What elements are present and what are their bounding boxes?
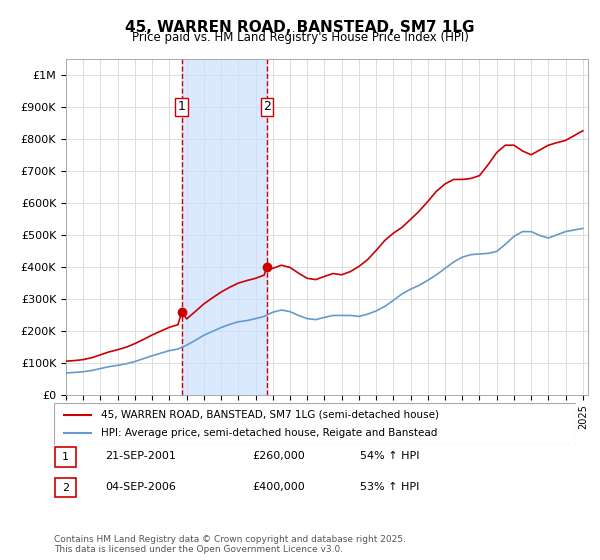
Text: 2: 2 [62,483,69,493]
FancyBboxPatch shape [55,478,76,497]
Text: 1: 1 [178,100,186,113]
Text: 2: 2 [263,100,271,113]
Bar [182,59,267,395]
Text: 45, WARREN ROAD, BANSTEAD, SM7 1LG (semi-detached house): 45, WARREN ROAD, BANSTEAD, SM7 1LG (semi… [101,410,439,420]
Text: Price paid vs. HM Land Registry's House Price Index (HPI): Price paid vs. HM Land Registry's House … [131,31,469,44]
FancyBboxPatch shape [54,403,576,445]
Text: £400,000: £400,000 [252,482,305,492]
Text: 21-SEP-2001: 21-SEP-2001 [105,451,176,461]
FancyBboxPatch shape [55,447,76,466]
Text: 45, WARREN ROAD, BANSTEAD, SM7 1LG: 45, WARREN ROAD, BANSTEAD, SM7 1LG [125,20,475,35]
Text: 53% ↑ HPI: 53% ↑ HPI [360,482,419,492]
Text: 54% ↑ HPI: 54% ↑ HPI [360,451,419,461]
Text: Contains HM Land Registry data © Crown copyright and database right 2025.
This d: Contains HM Land Registry data © Crown c… [54,535,406,554]
Text: 04-SEP-2006: 04-SEP-2006 [105,482,176,492]
Text: 1: 1 [62,452,69,462]
Text: £260,000: £260,000 [252,451,305,461]
Text: HPI: Average price, semi-detached house, Reigate and Banstead: HPI: Average price, semi-detached house,… [101,428,437,438]
